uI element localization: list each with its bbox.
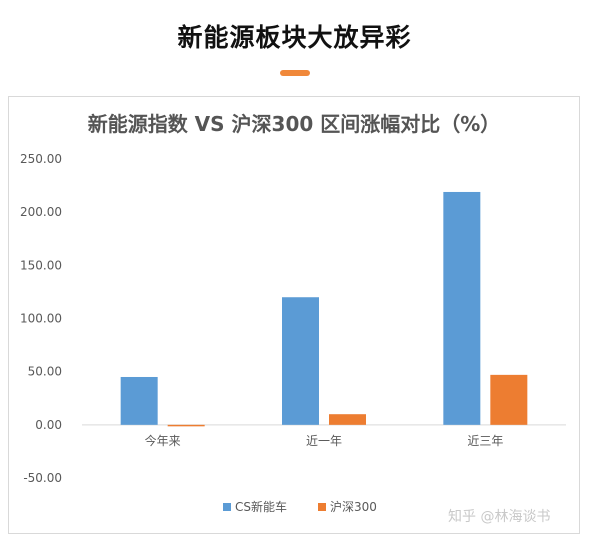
x-category-label: 近三年 (467, 434, 503, 448)
y-tick-label: 0.00 (35, 418, 62, 432)
y-tick-label: 250.00 (20, 152, 62, 166)
bar-cs-0 (120, 376, 158, 425)
y-tick-label: 100.00 (20, 312, 62, 326)
y-tick-label: 50.00 (28, 365, 62, 379)
bar-cs-1 (282, 297, 319, 425)
y-axis-ticks: 250.00 200.00 150.00 100.00 50.00 0.00 -50.00 (20, 152, 62, 485)
category-labels: 今年来 近一年 近三年 (145, 433, 504, 448)
bar-hs300-1 (329, 414, 366, 425)
y-tick-label: -50.00 (23, 471, 62, 485)
chart-frame (8, 96, 580, 534)
y-tick-label: 150.00 (20, 258, 62, 272)
legend-label: 沪深300 (330, 500, 377, 514)
x-category-label: 近一年 (306, 434, 342, 448)
legend-swatch (223, 503, 231, 511)
legend-label: CS新能车 (235, 499, 287, 514)
y-tick-label: 200.00 (20, 205, 62, 219)
bar-cs-2 (443, 191, 481, 425)
legend-swatch (318, 503, 326, 511)
title-accent-bar (280, 70, 310, 76)
bars-group (120, 191, 528, 427)
chart-title: 新能源指数 VS 沪深300 区间涨幅对比（%） (88, 112, 501, 136)
bar-hs300-2 (490, 374, 528, 425)
legend: CS新能车 沪深300 (223, 499, 377, 514)
page-title: 新能源板块大放异彩 (177, 23, 412, 52)
x-category-label: 今年来 (145, 433, 181, 448)
bar-hs300-0 (167, 424, 205, 427)
watermark-text: 知乎 @林海谈书 (448, 509, 551, 525)
